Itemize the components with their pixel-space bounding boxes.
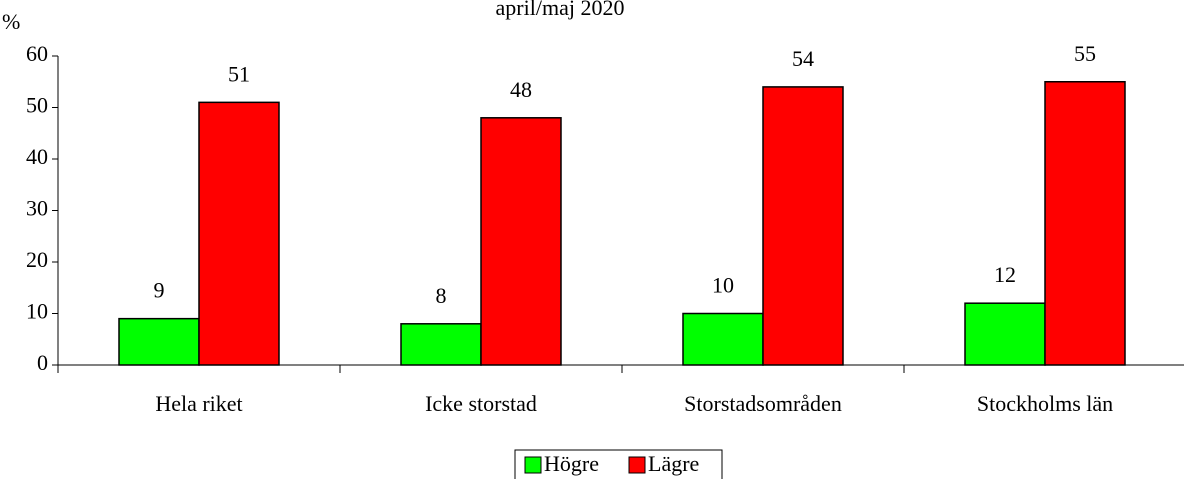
x-tick-label: Hela riket xyxy=(155,391,242,416)
y-tick-label: 30 xyxy=(26,196,48,221)
y-tick-label: 0 xyxy=(37,350,48,375)
legend-swatch xyxy=(524,456,542,474)
y-tick-label: 10 xyxy=(26,299,48,324)
legend-label: Lägre xyxy=(648,451,699,476)
bar xyxy=(118,317,200,366)
data-label: 55 xyxy=(1074,41,1096,66)
y-tick-label: 40 xyxy=(26,144,48,169)
y-axis-label: % xyxy=(2,9,20,34)
data-label: 54 xyxy=(792,46,814,71)
data-label: 8 xyxy=(436,283,447,308)
data-label: 48 xyxy=(510,77,532,102)
bar xyxy=(762,86,844,366)
bar xyxy=(1044,81,1126,366)
legend-swatch xyxy=(628,456,646,474)
bar xyxy=(480,117,562,366)
x-tick-label: Storstadsområden xyxy=(684,391,842,416)
bar xyxy=(964,302,1046,366)
bar xyxy=(198,101,280,366)
data-label: 9 xyxy=(154,278,165,303)
bar xyxy=(682,312,764,366)
x-tick-label: Icke storstad xyxy=(425,391,537,416)
legend-box xyxy=(514,449,723,479)
legend-label: Högre xyxy=(544,451,599,476)
y-tick-label: 50 xyxy=(26,93,48,118)
y-tick-label: 60 xyxy=(26,41,48,66)
x-tick-label: Stockholms län xyxy=(977,391,1113,416)
data-label: 51 xyxy=(228,61,250,86)
chart-title: april/maj 2020 xyxy=(496,0,625,20)
data-label: 10 xyxy=(712,273,734,298)
y-tick-label: 20 xyxy=(26,247,48,272)
data-label: 12 xyxy=(994,262,1016,287)
bar xyxy=(400,323,482,366)
